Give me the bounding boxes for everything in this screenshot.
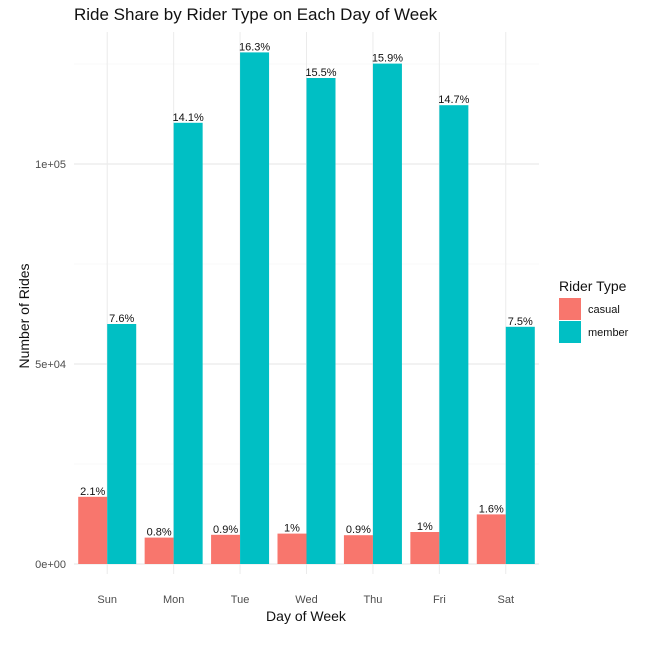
bar-label-casual-sat: 1.6%: [479, 503, 504, 515]
bar-member-sun: [107, 324, 137, 564]
bar-casual-sun: [78, 496, 108, 564]
legend: Rider Type casual member: [559, 278, 629, 343]
bar-label-casual-tue: 0.9%: [213, 524, 238, 536]
bar-member-sat: [505, 326, 535, 564]
legend-label-casual: casual: [588, 304, 620, 316]
bars: [78, 52, 535, 565]
bar-casual-sat: [476, 514, 506, 564]
bar-casual-mon: [144, 537, 174, 564]
bar-label-member-fri: 14.7%: [438, 94, 469, 106]
bar-label-member-tue: 16.3%: [239, 41, 270, 53]
bar-label-member-thu: 15.9%: [372, 53, 403, 65]
bar-label-casual-mon: 0.8%: [147, 527, 172, 539]
bar-labels: 2.1% 7.6% 0.8% 14.1% 0.9% 16.3% 1% 15.5% 0.9% 15.…: [80, 41, 533, 538]
bar-casual-tue: [211, 534, 241, 564]
y-tick-label: 5e+04: [35, 359, 66, 371]
legend-label-member: member: [588, 327, 629, 339]
bar-member-fri: [439, 105, 469, 564]
bar-casual-thu: [343, 535, 373, 564]
y-tick-label: 0e+00: [35, 559, 66, 571]
bar-label-casual-fri: 1%: [417, 521, 433, 533]
bar-casual-fri: [410, 532, 440, 564]
bar-label-casual-thu: 0.9%: [346, 524, 371, 536]
bar-label-member-mon: 14.1%: [173, 112, 204, 124]
x-tick-label-thu: Thu: [363, 594, 382, 606]
legend-title: Rider Type: [559, 278, 627, 294]
bar-member-tue: [240, 52, 270, 565]
bar-label-casual-wed: 1%: [284, 523, 300, 535]
x-tick-label-fri: Fri: [433, 594, 446, 606]
bar-member-wed: [306, 78, 336, 564]
x-tick-label-mon: Mon: [163, 594, 184, 606]
x-tick-label-sat: Sat: [498, 594, 515, 606]
bar-label-member-sun: 7.6%: [109, 313, 134, 325]
y-axis-title: Number of Rides: [16, 263, 32, 368]
chart-title: Ride Share by Rider Type on Each Day of …: [74, 5, 438, 24]
x-tick-label-wed: Wed: [295, 594, 317, 606]
y-tick-label: 1e+05: [35, 159, 66, 171]
bar-casual-wed: [277, 533, 307, 564]
x-axis-title: Day of Week: [266, 608, 347, 624]
bar-label-member-sat: 7.5%: [508, 316, 533, 328]
y-axis-ticks: 0e+00 5e+04 1e+05: [35, 159, 66, 571]
bar-label-casual-sun: 2.1%: [80, 486, 105, 498]
legend-key-member: [559, 321, 581, 343]
x-tick-label-tue: Tue: [231, 594, 250, 606]
legend-key-casual: [559, 298, 581, 320]
bar-label-member-wed: 15.5%: [305, 67, 336, 79]
bar-member-mon: [173, 122, 203, 565]
x-axis-ticks: Sun Mon Tue Wed Thu Fri Sat: [97, 594, 514, 606]
x-tick-label-sun: Sun: [97, 594, 117, 606]
bar-member-thu: [372, 63, 402, 564]
